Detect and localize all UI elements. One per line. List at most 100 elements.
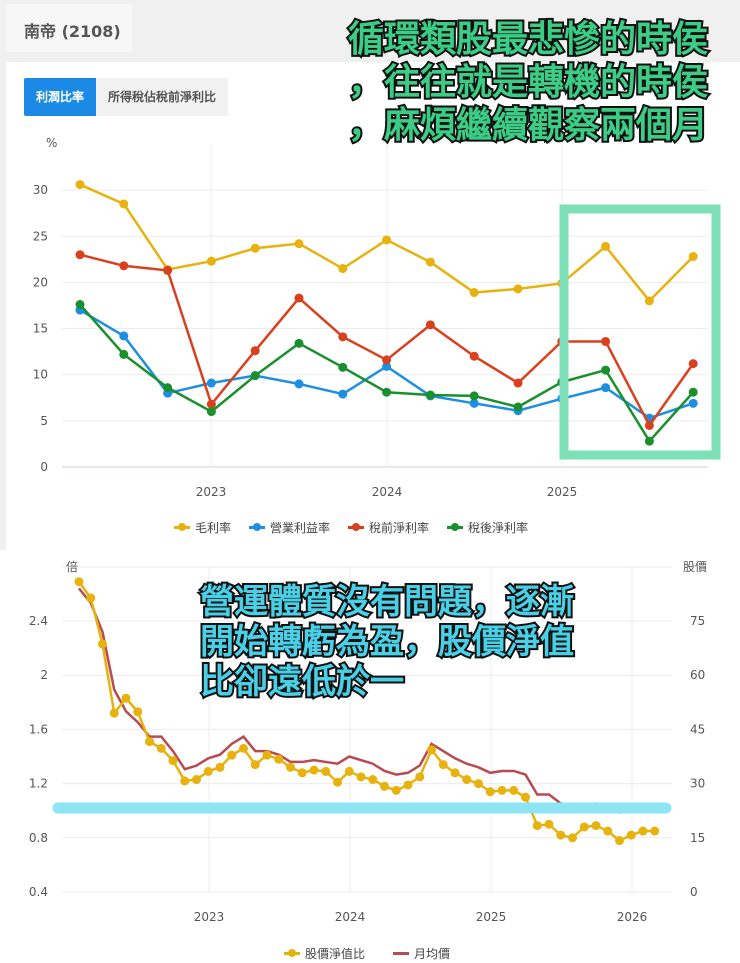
data-point[interactable] <box>601 365 611 375</box>
data-point[interactable] <box>133 707 143 717</box>
data-point[interactable] <box>644 420 654 430</box>
data-point[interactable] <box>469 391 479 401</box>
data-point[interactable] <box>469 351 479 361</box>
data-point[interactable] <box>98 639 107 649</box>
data-point[interactable] <box>382 387 392 397</box>
data-point[interactable] <box>556 830 566 840</box>
tab-tax-ratio[interactable]: 所得稅佔稅前淨利比 <box>96 78 229 116</box>
data-point[interactable] <box>239 743 248 753</box>
data-point[interactable] <box>497 785 507 795</box>
legend-item[interactable]: 股價淨值比 <box>284 945 365 962</box>
data-point[interactable] <box>532 821 542 831</box>
data-point[interactable] <box>250 371 260 381</box>
data-point[interactable] <box>297 768 307 778</box>
data-point[interactable] <box>215 762 225 772</box>
data-point[interactable] <box>156 743 166 753</box>
data-point[interactable] <box>119 349 129 359</box>
data-point[interactable] <box>644 436 654 446</box>
data-point[interactable] <box>601 336 611 346</box>
data-point[interactable] <box>168 756 178 766</box>
data-point[interactable] <box>86 593 96 603</box>
data-point[interactable] <box>521 792 530 802</box>
data-point[interactable] <box>579 822 589 832</box>
data-point[interactable] <box>427 745 436 755</box>
data-point[interactable] <box>344 766 354 776</box>
data-point[interactable] <box>380 781 389 791</box>
data-point[interactable] <box>338 332 348 342</box>
data-point[interactable] <box>603 826 613 836</box>
data-point[interactable] <box>688 359 698 369</box>
data-point[interactable] <box>145 737 154 747</box>
data-point[interactable] <box>206 378 216 388</box>
data-point[interactable] <box>644 296 654 306</box>
data-point[interactable] <box>121 693 131 703</box>
data-point[interactable] <box>286 762 295 772</box>
data-point[interactable] <box>601 383 611 393</box>
data-point[interactable] <box>250 346 260 356</box>
data-point[interactable] <box>544 819 554 829</box>
data-point[interactable] <box>450 768 460 778</box>
data-point[interactable] <box>74 577 84 587</box>
data-point[interactable] <box>294 293 304 303</box>
data-point[interactable] <box>309 765 319 775</box>
data-point[interactable] <box>250 760 260 770</box>
data-point[interactable] <box>425 320 435 330</box>
data-point[interactable] <box>262 750 272 760</box>
data-point[interactable] <box>485 787 495 797</box>
legend-item[interactable]: 營業利益率 <box>249 519 330 536</box>
data-point[interactable] <box>650 826 660 836</box>
data-point[interactable] <box>206 399 216 409</box>
data-point[interactable] <box>163 265 173 275</box>
data-point[interactable] <box>368 775 378 785</box>
data-point[interactable] <box>425 390 435 400</box>
tab-profit-ratio[interactable]: 利潤比率 <box>24 78 97 116</box>
legend-item[interactable]: 月均價 <box>393 945 450 962</box>
data-point[interactable] <box>119 331 129 341</box>
data-point[interactable] <box>513 378 523 388</box>
data-point[interactable] <box>638 826 648 836</box>
data-point[interactable] <box>203 766 213 776</box>
legend-item[interactable]: 稅前淨利率 <box>348 519 429 536</box>
data-point[interactable] <box>474 779 483 789</box>
data-point[interactable] <box>206 407 216 417</box>
data-point[interactable] <box>509 785 519 795</box>
data-point[interactable] <box>403 780 413 790</box>
data-point[interactable] <box>626 830 636 840</box>
data-point[interactable] <box>356 772 366 782</box>
data-point[interactable] <box>274 754 284 764</box>
data-point[interactable] <box>601 241 611 251</box>
data-point[interactable] <box>338 389 348 399</box>
data-point[interactable] <box>513 402 523 412</box>
data-point[interactable] <box>250 243 260 253</box>
legend-item[interactable]: 稅後淨利率 <box>447 519 528 536</box>
data-point[interactable] <box>338 264 348 274</box>
data-point[interactable] <box>425 257 435 267</box>
data-point[interactable] <box>382 355 392 365</box>
data-point[interactable] <box>206 256 216 266</box>
data-point[interactable] <box>615 836 624 846</box>
data-point[interactable] <box>180 776 190 786</box>
data-point[interactable] <box>391 785 401 795</box>
data-point[interactable] <box>75 300 85 310</box>
data-point[interactable] <box>294 239 304 249</box>
data-point[interactable] <box>462 775 472 785</box>
data-point[interactable] <box>294 338 304 348</box>
data-point[interactable] <box>192 775 201 785</box>
data-point[interactable] <box>513 284 523 294</box>
data-point[interactable] <box>227 750 237 760</box>
data-point[interactable] <box>591 821 601 831</box>
data-point[interactable] <box>338 362 348 372</box>
data-point[interactable] <box>438 760 448 770</box>
data-point[interactable] <box>469 288 479 298</box>
legend-item[interactable]: 毛利率 <box>174 519 231 536</box>
data-point[interactable] <box>333 777 342 787</box>
data-point[interactable] <box>382 361 392 371</box>
data-point[interactable] <box>382 235 392 245</box>
data-point[interactable] <box>119 199 129 209</box>
data-point[interactable] <box>163 383 173 393</box>
data-point[interactable] <box>294 379 304 389</box>
data-point[interactable] <box>568 833 577 843</box>
data-point[interactable] <box>688 387 698 397</box>
data-point[interactable] <box>688 398 698 408</box>
data-point[interactable] <box>119 261 129 271</box>
